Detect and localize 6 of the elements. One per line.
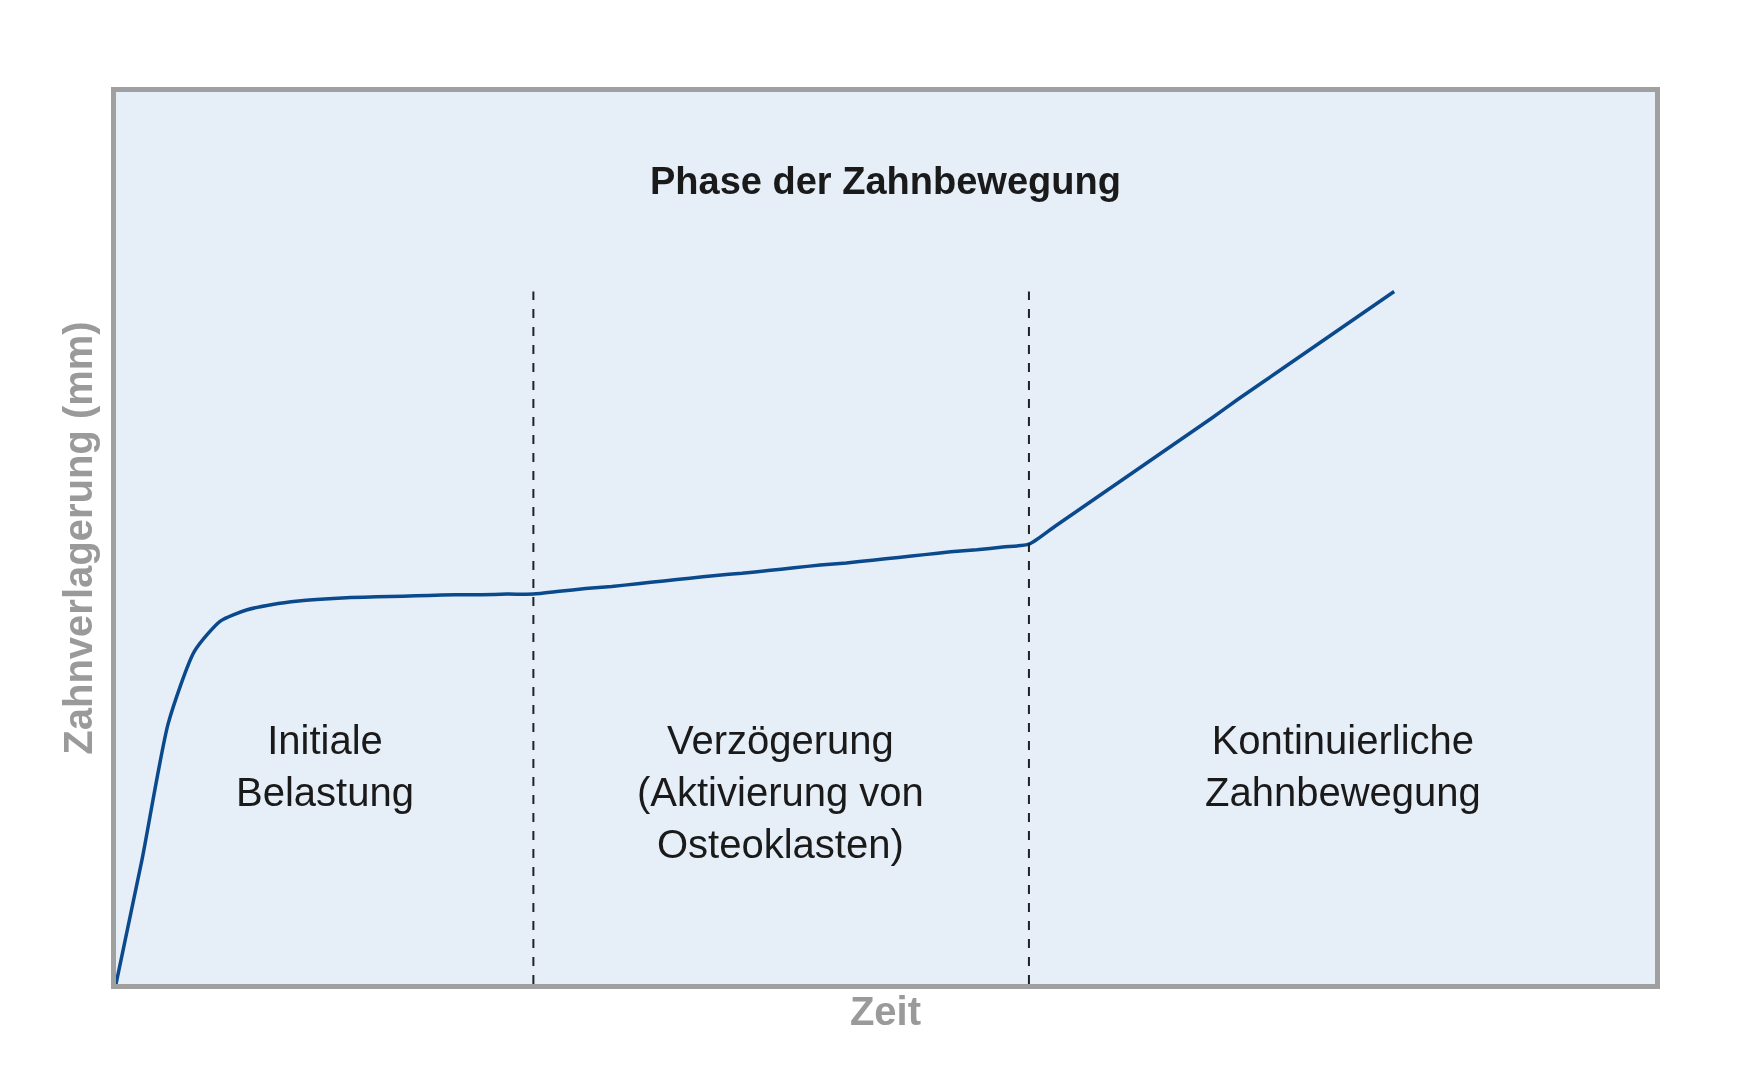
y-axis-title: Zahnverlagerung (mm) [55,321,100,755]
x-axis-title: Zeit [849,988,922,1033]
annotation: Verzögerung (Aktivierung von Osteoklasten) [637,718,924,866]
annotation: Initiale Belastung [236,718,414,814]
annotation: Kontinuierliche Zahnbewegung [1205,718,1481,814]
chart-title: Phase der Zahnbewegung [650,160,1121,202]
